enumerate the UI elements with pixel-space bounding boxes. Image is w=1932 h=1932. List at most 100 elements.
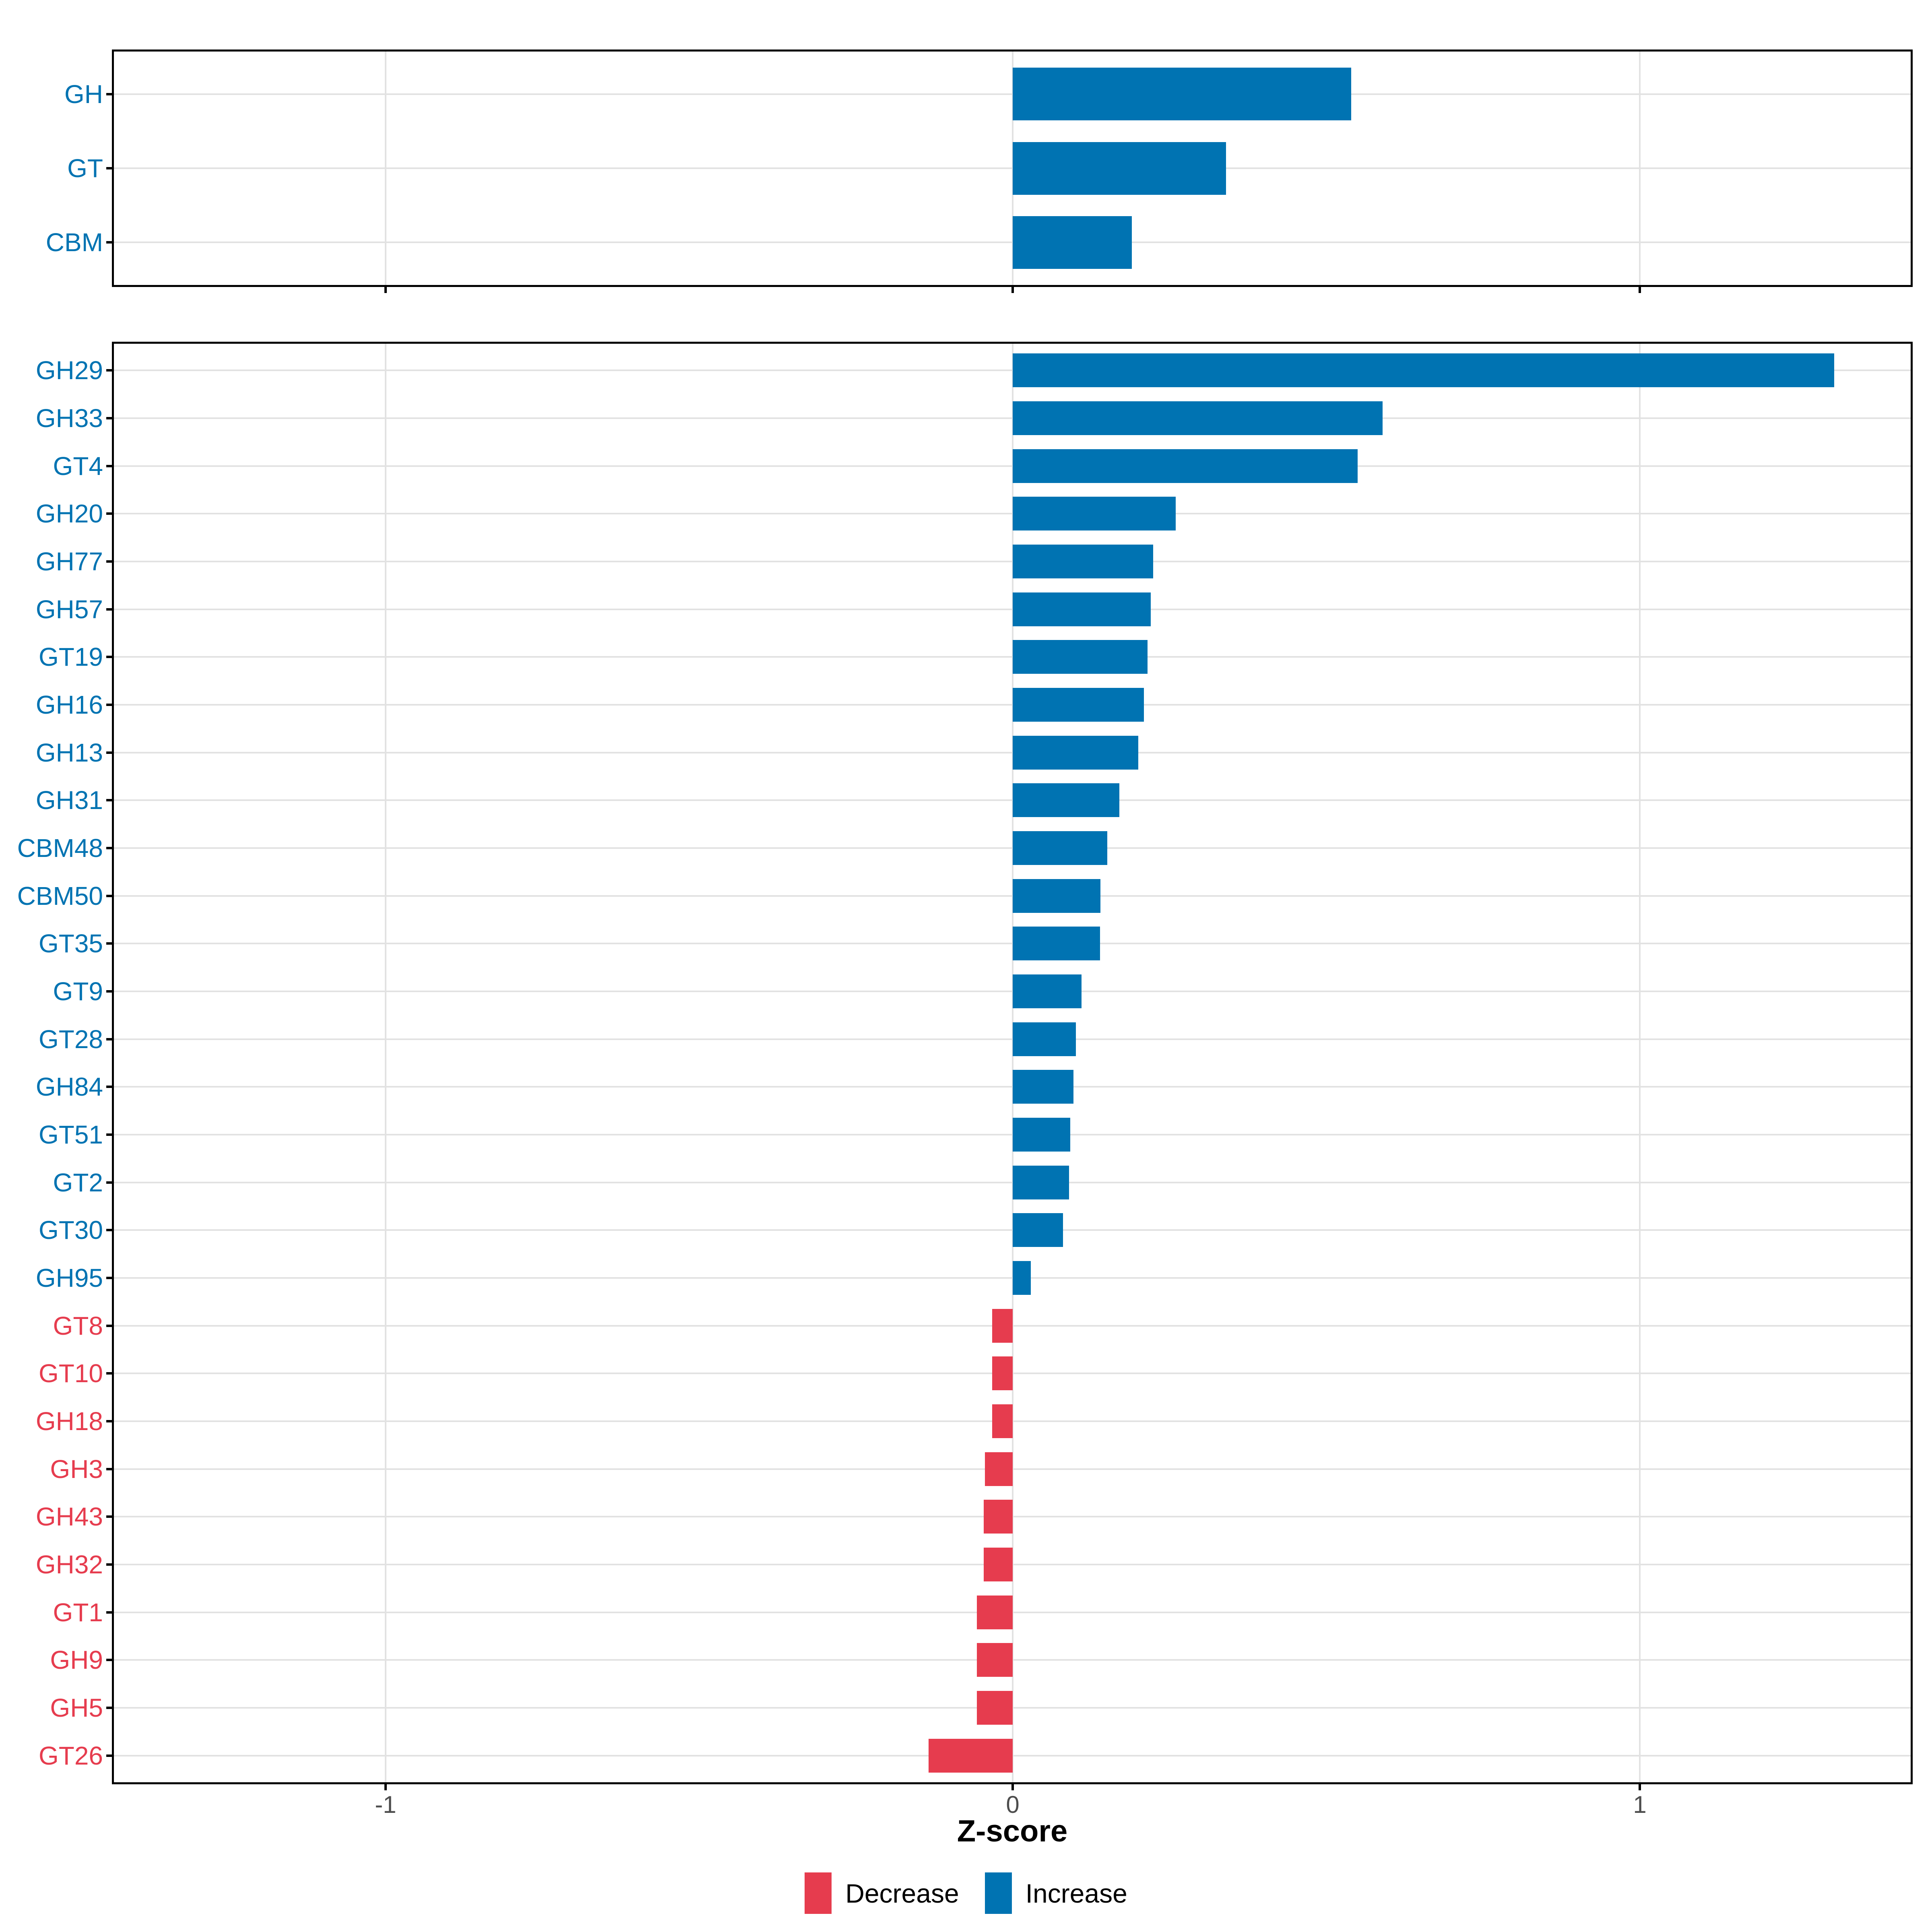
y-axis-tick (106, 241, 112, 244)
y-axis-tick (106, 846, 112, 849)
legend: Decrease Increase (0, 1872, 1932, 1914)
gridline-horizontal (114, 895, 1911, 897)
y-axis-label-gh57: GH57 (35, 594, 103, 624)
gridline-horizontal (114, 656, 1911, 658)
y-axis-tick (106, 167, 112, 169)
y-axis-tick (106, 608, 112, 611)
y-axis-label-cbm48: CBM48 (17, 833, 103, 863)
bar-gt19 (1013, 640, 1148, 674)
gridline-horizontal (114, 465, 1911, 467)
y-axis-tick (106, 512, 112, 515)
bar-gh95 (1013, 1261, 1031, 1295)
bar-gh9 (977, 1643, 1013, 1677)
y-axis-tick (106, 1181, 112, 1184)
y-axis-tick (106, 1659, 112, 1662)
x-tick-label: 0 (1006, 1791, 1020, 1818)
gridline-horizontal (114, 1229, 1911, 1231)
legend-label-decrease: Decrease (845, 1878, 959, 1908)
y-axis-label-gt10: GT10 (38, 1359, 103, 1388)
y-axis-label-gh77: GH77 (35, 547, 103, 576)
gridline-vertical (385, 344, 386, 1782)
gridline-horizontal (114, 1277, 1911, 1279)
y-axis-tick (106, 1038, 112, 1040)
bar-gh32 (984, 1548, 1013, 1582)
bar-gh13 (1013, 735, 1138, 770)
y-axis-label-gt2: GT2 (53, 1168, 103, 1197)
y-axis-label-gt9: GT9 (53, 976, 103, 1006)
gridline-horizontal (114, 417, 1911, 419)
y-axis-tick (106, 560, 112, 563)
bar-gh20 (1013, 497, 1176, 531)
bar-gh77 (1013, 544, 1153, 578)
x-tick-label: -1 (375, 1791, 396, 1818)
y-axis-label-gh13: GH13 (35, 738, 103, 767)
y-axis-label-gh43: GH43 (35, 1502, 103, 1532)
y-axis-label-gt35: GT35 (38, 929, 103, 958)
y-axis-tick (106, 894, 112, 897)
gridline-horizontal (114, 847, 1911, 849)
bar-gh16 (1013, 687, 1144, 722)
legend-label-increase: Increase (1025, 1878, 1127, 1908)
bar-gh29 (1013, 353, 1834, 388)
y-axis-label-gh31: GH31 (35, 786, 103, 815)
legend-item-increase: Increase (985, 1872, 1127, 1914)
bar-cbm50 (1013, 879, 1101, 913)
y-axis-label-gh3: GH3 (50, 1454, 103, 1484)
gridline-horizontal (114, 799, 1911, 801)
y-axis-tick (106, 1277, 112, 1280)
gridline-horizontal (114, 990, 1911, 992)
y-axis-tick (106, 1229, 112, 1232)
y-axis-tick (106, 1611, 112, 1614)
bar-cbm48 (1013, 831, 1108, 865)
x-axis-tick (384, 287, 387, 293)
gridline-vertical (1012, 344, 1013, 1782)
bar-gt30 (1013, 1213, 1063, 1247)
bar-gt1 (977, 1595, 1013, 1629)
x-axis-tick (1639, 1784, 1641, 1790)
gridline-horizontal (114, 1181, 1911, 1183)
bar-gt28 (1013, 1022, 1076, 1056)
gridline-horizontal (114, 93, 1911, 95)
gridline-horizontal (114, 608, 1911, 610)
bar-gh5 (977, 1691, 1013, 1725)
gridline-horizontal (114, 1038, 1911, 1040)
y-axis-label-gt19: GT19 (38, 642, 103, 672)
bar-gt (1013, 142, 1226, 195)
y-axis-label-gh95: GH95 (35, 1263, 103, 1293)
y-axis-tick (106, 1372, 112, 1375)
y-axis-label-gt4: GT4 (53, 451, 103, 481)
gridline-horizontal (114, 704, 1911, 706)
y-axis-tick (106, 942, 112, 945)
y-axis-tick (106, 751, 112, 754)
y-axis-tick (106, 1420, 112, 1423)
increase-swatch (985, 1872, 1012, 1914)
gridline-horizontal (114, 1086, 1911, 1088)
gridline-horizontal (114, 369, 1911, 372)
bar-gh57 (1013, 592, 1151, 626)
gridline-horizontal (114, 751, 1911, 753)
y-axis-label-gh18: GH18 (35, 1407, 103, 1436)
y-axis-tick (106, 1133, 112, 1136)
y-axis-label-gt1: GT1 (53, 1598, 103, 1627)
y-axis-tick (106, 703, 112, 706)
y-axis-tick (106, 369, 112, 372)
x-axis-tick (1011, 287, 1014, 293)
y-axis-label-gt8: GT8 (53, 1311, 103, 1340)
bar-gh31 (1013, 783, 1119, 817)
x-axis-tick (384, 1784, 387, 1790)
gridline-horizontal (114, 1134, 1911, 1135)
bar-gt4 (1013, 449, 1358, 483)
y-axis-tick (106, 1754, 112, 1757)
y-axis-label-gt30: GT30 (38, 1216, 103, 1245)
bar-gt2 (1013, 1165, 1069, 1199)
x-axis-tick (1011, 1784, 1014, 1790)
y-axis-tick (106, 93, 112, 95)
decrease-swatch (805, 1872, 832, 1914)
y-axis-label-gh: GH (64, 79, 103, 109)
x-tick-label: 1 (1633, 1791, 1647, 1818)
y-axis-tick (106, 1468, 112, 1470)
bar-gt26 (929, 1738, 1013, 1773)
y-axis-label-gt: GT (67, 154, 103, 183)
bar-gt51 (1013, 1118, 1071, 1152)
